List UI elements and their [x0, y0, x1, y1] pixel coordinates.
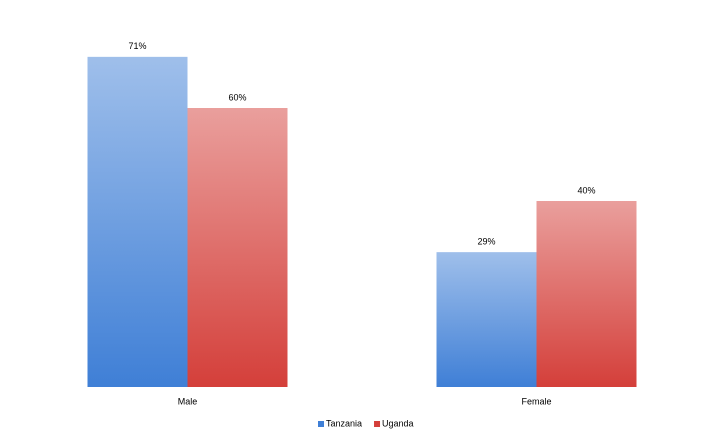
bar	[87, 56, 188, 387]
bar	[536, 201, 637, 387]
x-tick-label: Male	[178, 396, 198, 406]
value-label: 71%	[128, 41, 146, 51]
legend-label: Tanzania	[326, 418, 362, 428]
bar	[436, 252, 537, 387]
value-label: 40%	[577, 185, 595, 195]
legend-label: Uganda	[382, 418, 414, 428]
legend-swatch	[374, 421, 381, 427]
x-tick-label: Female	[521, 396, 551, 406]
legend-swatch	[318, 421, 324, 427]
value-label: 29%	[477, 237, 495, 247]
value-label: 60%	[228, 92, 246, 102]
bar	[187, 108, 288, 387]
